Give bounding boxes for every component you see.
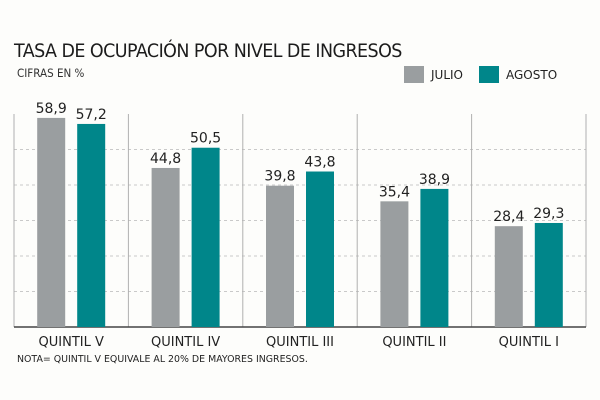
legend-swatch-julio [404, 66, 424, 83]
data-label-julio-quintil-iii: 39,8 [264, 169, 295, 185]
legend-swatch-agosto [479, 66, 499, 83]
data-label-agosto-quintil-i: 29,3 [533, 206, 564, 222]
bar-agosto-quintil-ii [420, 188, 449, 327]
bar-agosto-quintil-iv [191, 147, 220, 327]
legend-item-julio: JULIO [404, 66, 463, 83]
data-label-julio-quintil-ii: 35,4 [379, 184, 410, 200]
chart-subtitle: CIFRAS EN % [17, 66, 85, 80]
bar-julio-quintil-iii [266, 185, 294, 327]
bar-agosto-quintil-iii [306, 171, 334, 327]
chart-title: TASA DE OCUPACIÓN POR NIVEL DE INGRESOS [14, 40, 402, 62]
category-label-quintil-iv: QUINTIL IV [151, 335, 220, 350]
data-label-julio-quintil-v: 58,9 [36, 101, 67, 117]
category-label-quintil-v: QUINTIL V [39, 335, 104, 350]
chart-legend: JULIO AGOSTO [404, 66, 573, 83]
legend-label-agosto: AGOSTO [506, 67, 558, 82]
bar-julio-quintil-i [494, 226, 523, 327]
bar-agosto-quintil-v [77, 123, 106, 327]
data-label-julio-quintil-iv: 44,8 [150, 151, 181, 167]
category-label-quintil-i: QUINTIL I [499, 335, 559, 350]
legend-label-julio: JULIO [431, 67, 463, 82]
bar-julio-quintil-v [37, 117, 66, 327]
category-label-quintil-iii: QUINTIL III [266, 335, 334, 350]
data-label-julio-quintil-i: 28,4 [493, 209, 524, 225]
data-label-agosto-quintil-ii: 38,9 [419, 172, 450, 188]
data-label-agosto-quintil-iii: 43,8 [304, 155, 335, 171]
bar-julio-quintil-ii [380, 201, 409, 327]
chart-note: NOTA= QUINTIL V EQUIVALE AL 20% DE MAYOR… [17, 354, 308, 365]
category-label-quintil-ii: QUINTIL II [382, 335, 446, 350]
data-label-agosto-quintil-v: 57,2 [76, 107, 107, 123]
data-label-agosto-quintil-iv: 50,5 [190, 131, 221, 147]
bar-julio-quintil-iv [151, 167, 180, 327]
bar-agosto-quintil-i [534, 222, 563, 327]
legend-item-agosto: AGOSTO [479, 66, 557, 83]
